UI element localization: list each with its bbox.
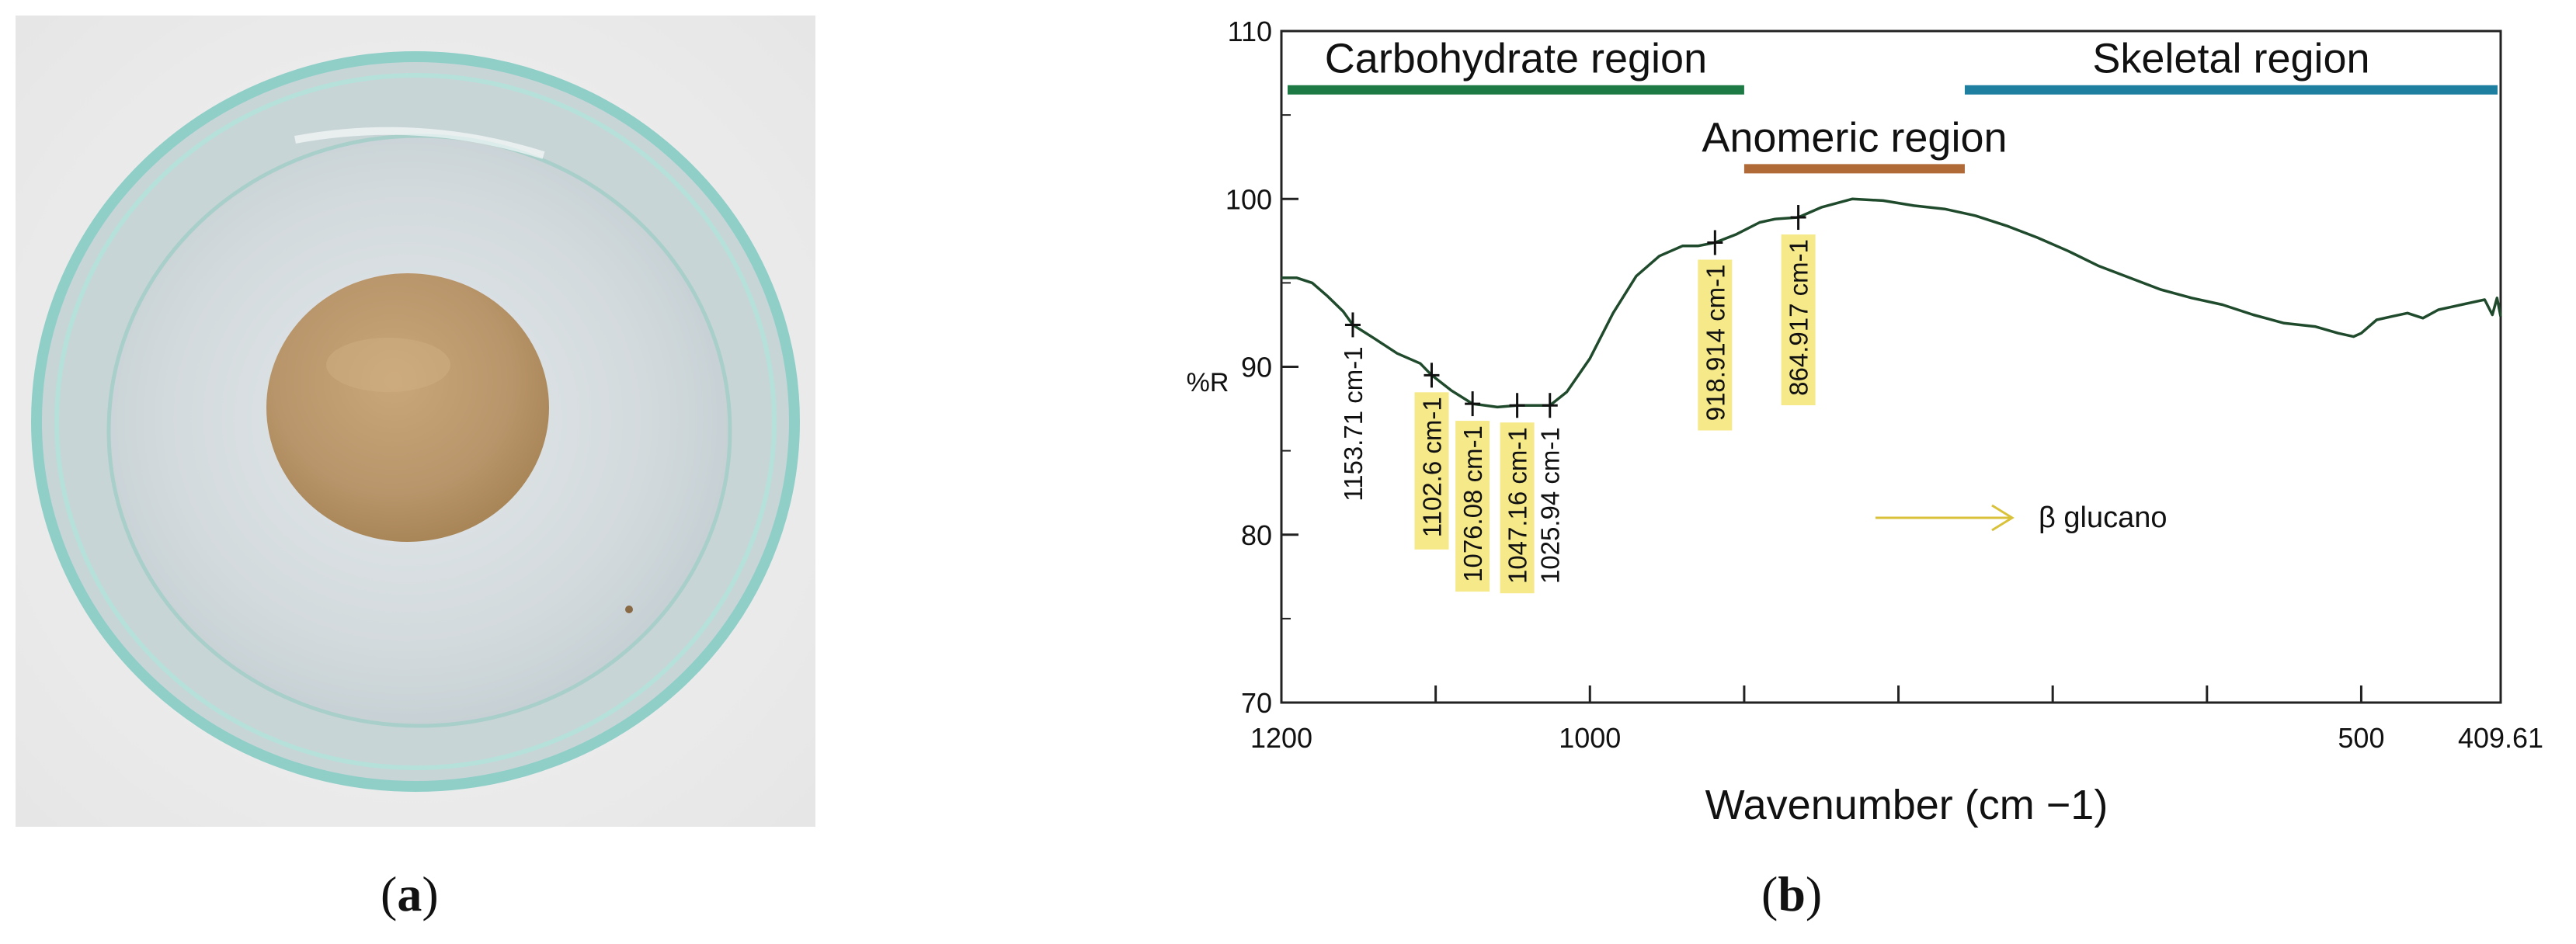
dish-glare [294,127,545,159]
panel-label-b: (b) [1761,866,1823,921]
legend-label: β glucano [2039,502,2168,534]
peak-label-group: 1025.94 cm-1 [1536,427,1565,584]
powder-highlight [326,338,450,392]
peak-label-group: 918.914 cm-1 [1698,259,1733,431]
peak-label-group: 1102.6 cm-1 [1414,392,1449,550]
peak-label-group: 864.917 cm-1 [1781,234,1816,406]
peak-label-highlight [1455,421,1490,592]
panel-label-a: (a) [381,866,439,921]
peak-label-group: 1153.71 cm-1 [1339,346,1368,501]
legend-arrow-head [1991,504,2015,532]
y-tick-label: 110 [1228,16,1272,47]
peak-label: 1047.16 cm-1 [1504,427,1532,584]
peak-label-highlight [1781,234,1816,406]
region-label: Carbohydrate region [1325,36,1707,82]
y-tick-label: 100 [1225,183,1272,215]
spectrum-line [1281,197,2502,409]
x-tick-label: 1000 [1559,722,1621,754]
y-tick-label: 80 [1241,519,1272,551]
region-label: Anomeric region [1702,114,2007,161]
region-label: Skeletal region [2092,36,2369,82]
peak-label-highlight [1414,392,1449,550]
x-axis-label: Wavenumber (cm −1) [1705,782,2108,828]
x-tick-label: 500 [2338,722,2384,754]
peak-label-highlight [1698,259,1733,431]
dish-rim-highlight [54,73,777,770]
peak-label: 864.917 cm-1 [1785,239,1813,396]
peak-label: 1153.71 cm-1 [1339,346,1368,501]
petri-dish-photo [16,16,815,827]
y-tick-label: 70 [1241,687,1272,719]
photo-panel: (a) [0,0,854,940]
y-tick-label: 90 [1241,352,1272,384]
peak-label-highlight [1500,422,1535,594]
powder-sample [266,273,549,542]
x-tick-label: 1200 [1250,722,1312,754]
chart-panel: 70 80 90 100 110 %R 1200 1000 500 409.61 Wavenumbe… [1103,0,2576,940]
ftir-chart: 70 80 90 100 110 %R 1200 1000 500 409.61 Wavenumbe… [1187,16,2543,828]
peak-label: 1076.08 cm-1 [1458,425,1487,582]
peak-label-group: 1076.08 cm-1 [1455,421,1490,592]
y-axis-label: %R [1187,368,1229,397]
peak-label: 918.914 cm-1 [1701,264,1730,421]
peak-label-group: 1047.16 cm-1 [1500,422,1535,594]
powder-speck [625,606,633,613]
peak-label: 1025.94 cm-1 [1536,427,1565,584]
peak-label: 1102.6 cm-1 [1417,397,1446,537]
x-tick-label: 409.61 [2458,722,2543,754]
